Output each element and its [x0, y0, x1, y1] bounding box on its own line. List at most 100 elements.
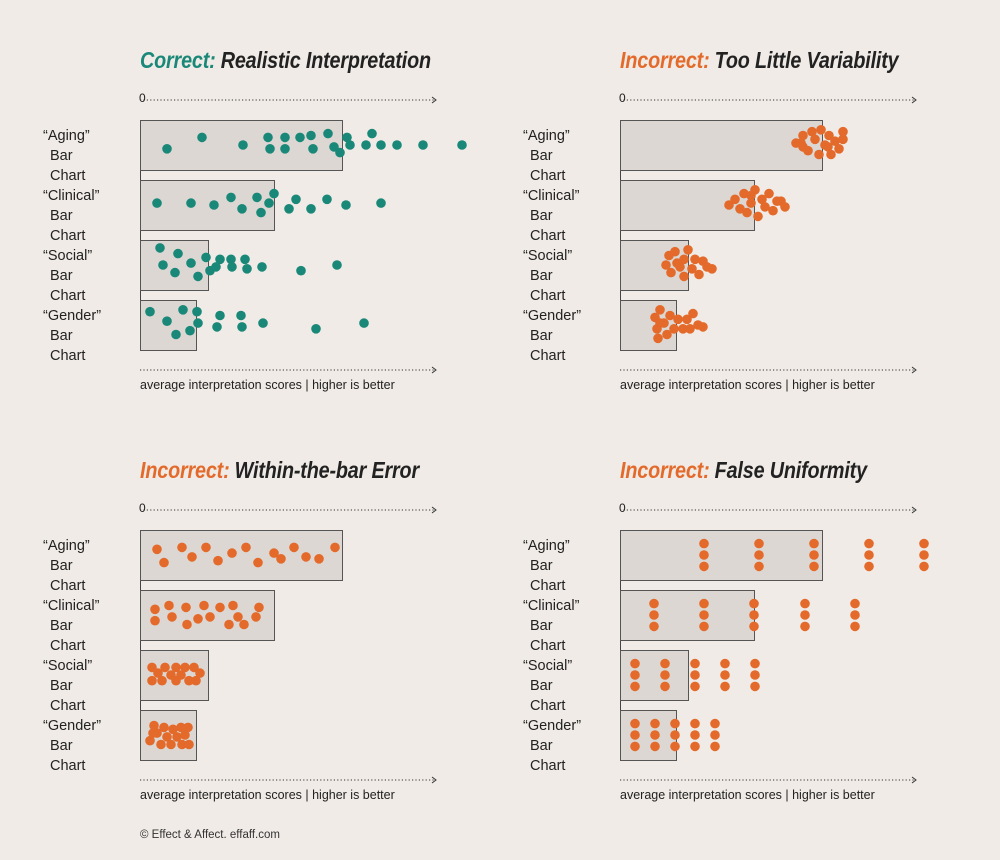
data-point [189, 662, 199, 673]
data-point [215, 310, 225, 321]
data-point [864, 538, 874, 549]
data-point [810, 134, 820, 145]
data-point [152, 198, 162, 208]
data-point [850, 621, 860, 632]
category-label: “Social” Bar Chart [43, 656, 92, 716]
data-point [807, 126, 817, 137]
data-point [213, 555, 223, 566]
data-point [864, 550, 874, 560]
category-label: “Gender” Bar Chart [523, 716, 581, 776]
data-point [153, 668, 163, 678]
data-point [678, 324, 688, 334]
plot-area [140, 96, 467, 374]
category-label: “Social” Bar Chart [523, 656, 572, 716]
data-point [159, 557, 169, 568]
data-point [418, 140, 428, 150]
data-point [682, 314, 692, 325]
category-label-line1: “Gender” [523, 718, 582, 734]
data-point [699, 610, 709, 620]
data-point [764, 188, 774, 199]
data-point [919, 550, 929, 560]
data-point [800, 598, 810, 609]
x-axis-label: average interpretation scores | higher i… [620, 788, 875, 802]
plot-area [620, 506, 929, 784]
data-point [269, 548, 279, 558]
data-point [699, 621, 709, 632]
data-point [746, 190, 756, 201]
data-point [750, 681, 760, 692]
data-point [673, 314, 683, 325]
data-point [823, 142, 833, 152]
data-point [760, 202, 770, 212]
data-point [192, 306, 202, 317]
data-point [291, 194, 301, 205]
bottom-axis-arrow [431, 366, 437, 374]
data-point [199, 600, 209, 611]
data-point [193, 614, 203, 624]
data-point [730, 194, 740, 205]
data-point [177, 739, 187, 750]
data-point [690, 718, 700, 729]
category-label-line2: Bar Chart [50, 328, 86, 364]
title-rest: Realistic Interpretation [220, 47, 431, 73]
data-point [205, 612, 215, 622]
data-point [720, 681, 730, 692]
bar-2 [140, 180, 275, 231]
data-point [850, 610, 860, 620]
top-axis-arrow [431, 506, 437, 514]
data-point [171, 329, 181, 340]
data-point [809, 550, 819, 560]
data-point [742, 207, 752, 218]
data-point [332, 260, 342, 270]
data-point [180, 730, 190, 740]
data-point [197, 132, 207, 143]
data-point [650, 741, 660, 752]
data-point [690, 730, 700, 740]
data-point [201, 252, 211, 263]
data-point [710, 718, 720, 729]
bar-4 [620, 710, 677, 761]
data-point [749, 598, 759, 609]
data-point [147, 662, 157, 673]
data-point [660, 681, 670, 692]
data-point [690, 254, 700, 265]
data-point [157, 675, 167, 686]
data-point [322, 194, 332, 205]
data-point [780, 202, 790, 212]
data-point [392, 140, 402, 150]
category-label-line1: “Clinical” [523, 598, 580, 614]
data-point [335, 147, 345, 158]
category-label-line2: Bar Chart [530, 618, 566, 654]
data-point [296, 265, 306, 276]
data-point [768, 205, 778, 216]
data-point [172, 732, 182, 742]
data-point [630, 741, 640, 752]
title-rest: Within-the-bar Error [234, 457, 419, 483]
data-point [753, 211, 763, 222]
data-point [655, 305, 665, 315]
data-point [166, 739, 176, 750]
data-point [265, 144, 275, 154]
data-point [809, 561, 819, 572]
title-rest: False Uniformity [714, 457, 867, 483]
data-point [242, 264, 252, 274]
category-label-line2: Bar Chart [530, 268, 566, 304]
data-point [269, 188, 279, 199]
category-label-line2: Bar Chart [50, 558, 86, 594]
bottom-axis-arrow [431, 776, 437, 784]
data-point [183, 722, 193, 733]
category-label-line1: “Aging” [43, 128, 90, 144]
data-point [919, 561, 929, 572]
category-label-line2: Bar Chart [530, 148, 566, 184]
data-point [237, 322, 247, 332]
data-point [159, 722, 169, 733]
category-label: “Aging” Bar Chart [523, 536, 570, 596]
data-point [796, 138, 806, 148]
category-label-line1: “Social” [43, 248, 93, 264]
bar-1 [620, 120, 823, 171]
data-point [184, 675, 194, 686]
data-point [690, 681, 700, 692]
data-point [630, 670, 640, 680]
axis-zero-label: 0 [139, 91, 146, 105]
data-point [750, 658, 760, 669]
